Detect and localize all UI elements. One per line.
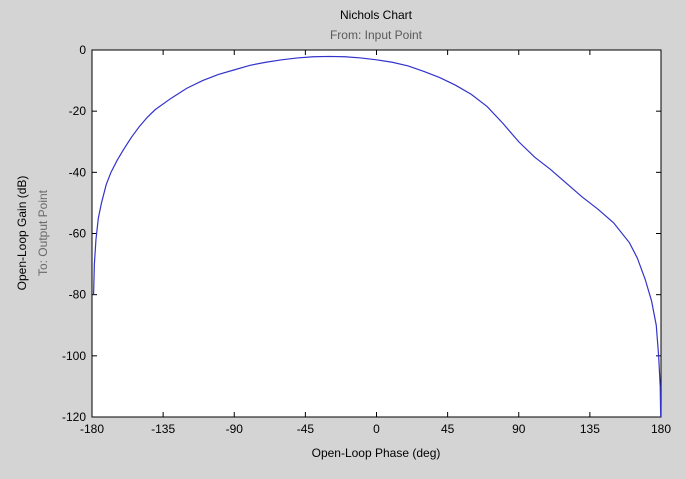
y-axis-secondary-label: To: Output Point	[36, 189, 50, 276]
x-tick-label: 0	[373, 422, 380, 436]
chart-subtitle: From: Input Point	[330, 28, 423, 42]
plot-area[interactable]	[91, 49, 662, 418]
nichols-curve[interactable]	[92, 55, 662, 418]
y-tick-label: -100	[62, 349, 86, 363]
y-tick-label: -60	[69, 227, 87, 241]
x-tick-label: -45	[297, 422, 315, 436]
y-tick-label: -120	[62, 410, 86, 424]
x-tick-label: -135	[151, 422, 175, 436]
chart-title: Nichols Chart	[340, 8, 413, 22]
x-axis: -180 -135 -90 -45 0 45 90 135 180	[80, 50, 671, 436]
y-tick-label: -80	[69, 288, 87, 302]
x-tick-label: -180	[80, 422, 104, 436]
y-tick-label: -20	[69, 104, 87, 118]
y-tick-label: -40	[69, 165, 87, 179]
x-tick-label: 90	[512, 422, 526, 436]
x-tick-label: 135	[580, 422, 600, 436]
y-axis: 0 -20 -40 -60 -80 -100 -120	[62, 43, 661, 424]
x-tick-label: 45	[441, 422, 455, 436]
x-tick-label: 180	[651, 422, 671, 436]
x-axis-label: Open-Loop Phase (deg)	[312, 446, 441, 460]
y-axis-label: Open-Loop Gain (dB)	[15, 176, 29, 291]
x-tick-label: -90	[226, 422, 244, 436]
y-tick-label: 0	[79, 43, 86, 57]
